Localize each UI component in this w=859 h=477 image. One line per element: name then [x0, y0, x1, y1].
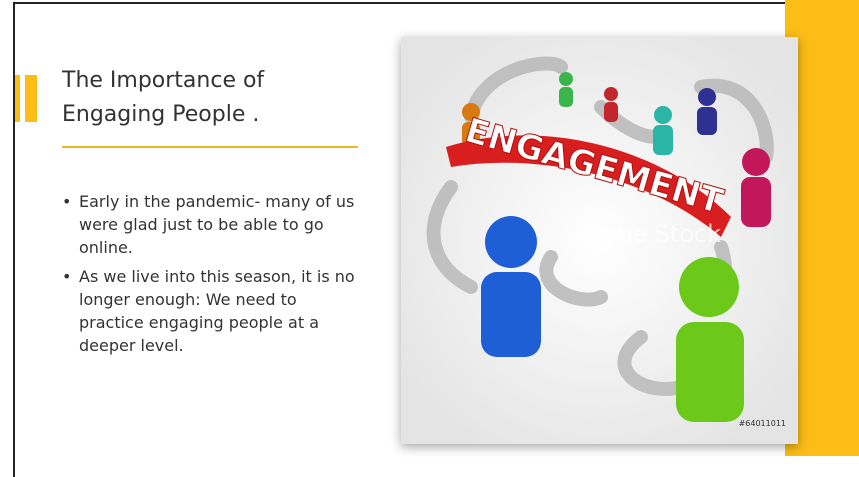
bullet: As we live into this season, it is no lo…: [62, 265, 362, 357]
slide: The Importance of Engaging People . Earl…: [0, 0, 859, 477]
watermark: Adobe Stock: [571, 220, 721, 248]
slide-title: The Importance of Engaging People .: [62, 64, 352, 132]
accent-mark: [15, 75, 20, 122]
title-rule: [62, 146, 358, 148]
accent-mark: [25, 75, 37, 122]
stock-id: #64011011: [739, 419, 786, 428]
bullet: Early in the pandemic- many of us were g…: [62, 190, 362, 259]
bullet-list: Early in the pandemic- many of us were g…: [62, 190, 362, 363]
illustration: ENGAGEMENT Adobe Stock #64011011: [401, 37, 798, 444]
frame-line: [13, 2, 785, 4]
image: ENGAGEMENT Adobe Stock #64011011: [401, 37, 798, 444]
frame-line: [13, 2, 15, 477]
